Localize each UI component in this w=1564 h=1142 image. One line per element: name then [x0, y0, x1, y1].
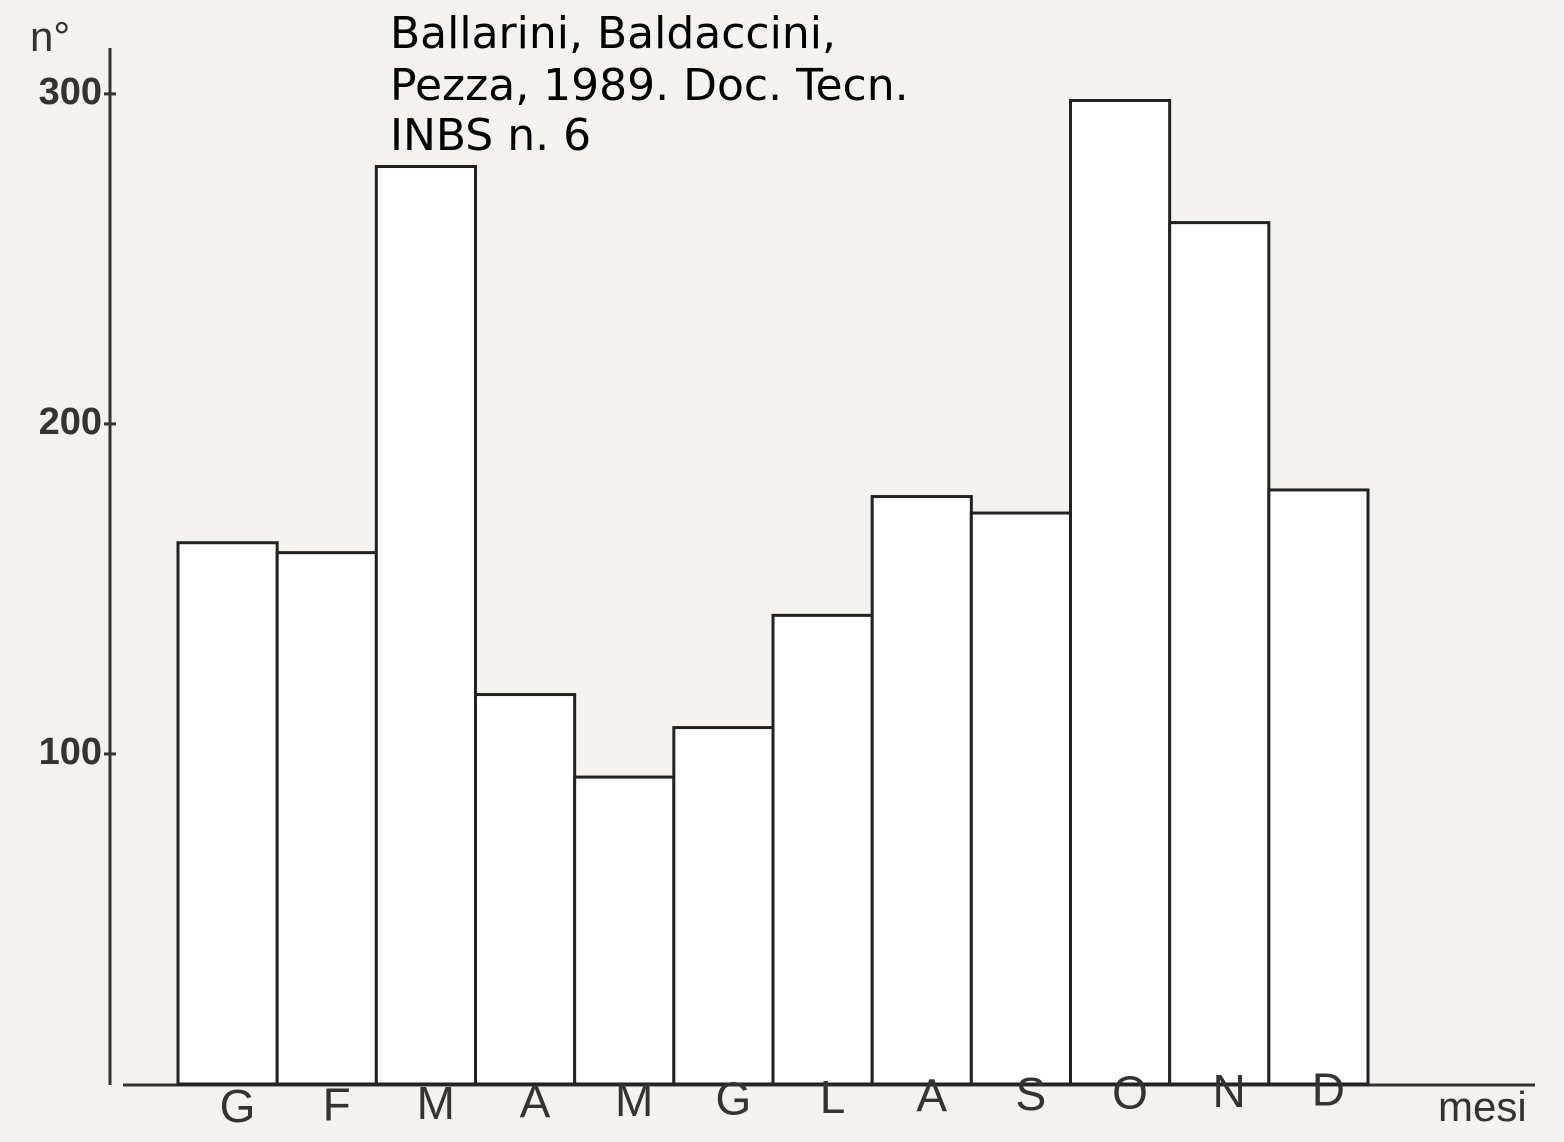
x-tick-label: A	[916, 1070, 947, 1122]
bar	[573, 775, 676, 1086]
x-tick-label: F	[323, 1079, 351, 1131]
x-tick-label: S	[1015, 1068, 1046, 1120]
bar	[1267, 488, 1370, 1086]
x-tick-label: D	[1312, 1064, 1345, 1116]
x-tick-label: O	[1112, 1067, 1148, 1119]
x-tick-label: M	[417, 1077, 455, 1129]
bar	[374, 165, 478, 1086]
x-tick-label: G	[220, 1080, 256, 1132]
bar	[275, 551, 378, 1086]
annotation: Ballarini, Baldaccini,	[390, 8, 836, 59]
annotation: Pezza, 1989. Doc. Tecn.	[390, 60, 909, 111]
bar	[474, 693, 577, 1086]
x-tick-label: N	[1213, 1065, 1246, 1117]
bar	[870, 495, 973, 1086]
x-tick-label: A	[520, 1076, 551, 1128]
x-tick-label: M	[615, 1074, 653, 1126]
annotation: INBS n. 6	[390, 110, 591, 161]
y-tick-label: 100	[39, 731, 102, 773]
bar	[672, 726, 775, 1086]
x-tick-label: L	[820, 1071, 846, 1123]
x-axis-label: mesi	[1438, 1083, 1527, 1130]
bar	[1168, 221, 1271, 1086]
x-tick-label: G	[715, 1073, 751, 1125]
y-tick-label: 200	[39, 401, 102, 443]
bar	[176, 541, 279, 1086]
bar	[771, 613, 874, 1086]
y-tick-label: 300	[39, 71, 102, 113]
y-axis-label: n°	[30, 13, 70, 60]
bar	[969, 511, 1072, 1086]
bar	[1069, 99, 1172, 1086]
